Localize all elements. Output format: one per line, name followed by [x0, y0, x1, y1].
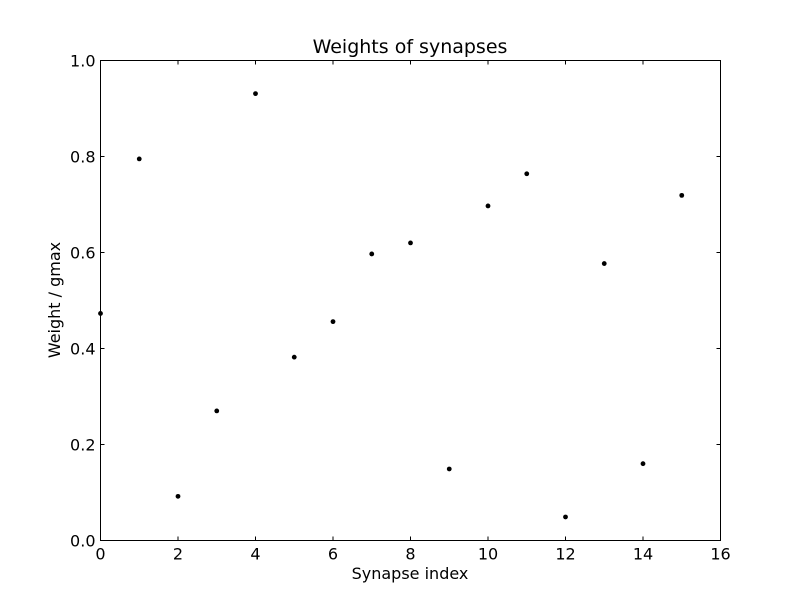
x-tick-label: 16 — [710, 545, 730, 564]
y-tick-label: 0.4 — [70, 340, 95, 359]
y-tick-label: 0.6 — [70, 244, 95, 263]
x-tick-label: 10 — [478, 545, 498, 564]
y-axis-label: Weight / gmax — [45, 242, 64, 358]
x-tick-label: 6 — [328, 545, 338, 564]
data-point — [446, 466, 452, 472]
y-tick-label: 1.0 — [70, 52, 95, 71]
x-axis-label: Synapse index — [352, 564, 469, 583]
plot-frame — [100, 60, 721, 541]
data-point — [214, 408, 220, 414]
x-tick-label: 2 — [173, 545, 183, 564]
axis-ticks: 0 2 4 6 8 10 12 14 16 0.0 0.2 0.4 0.6 0.8 1.0 — [70, 52, 731, 564]
data-point — [563, 514, 568, 520]
data-point — [98, 311, 103, 316]
chart-title: Weights of synapses — [313, 36, 508, 58]
x-tick-label: 14 — [633, 545, 653, 564]
data-point — [485, 203, 491, 209]
data-point — [601, 261, 607, 266]
data-point — [369, 251, 375, 257]
data-point — [330, 319, 336, 325]
data-point — [408, 240, 413, 246]
data-point — [253, 91, 258, 97]
data-points — [98, 91, 685, 520]
data-point — [136, 156, 142, 162]
x-tick-label: 0 — [95, 545, 105, 564]
data-point — [679, 192, 685, 198]
data-point — [175, 493, 181, 499]
y-tick-label: 0.0 — [70, 532, 95, 551]
data-point — [524, 171, 530, 177]
x-tick-label: 12 — [555, 545, 575, 564]
data-point — [291, 354, 297, 360]
data-point — [640, 461, 646, 467]
y-tick-label: 0.2 — [70, 436, 95, 455]
x-tick-label: 8 — [405, 545, 415, 564]
x-tick-label: 4 — [250, 545, 260, 564]
y-tick-label: 0.8 — [70, 148, 95, 167]
